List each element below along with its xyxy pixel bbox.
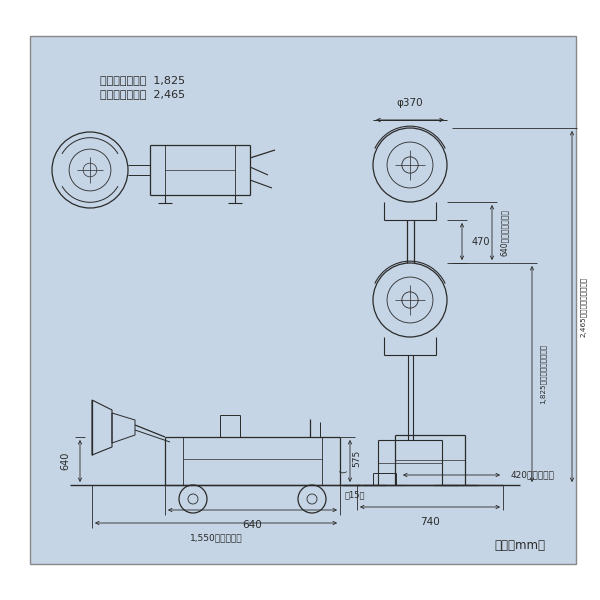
Text: マスト最小高さ  1,825: マスト最小高さ 1,825 xyxy=(100,75,185,85)
Text: 1,550（収納時）: 1,550（収納時） xyxy=(190,533,242,542)
Text: 420（収納時）: 420（収納時） xyxy=(511,470,555,479)
Text: 640: 640 xyxy=(242,520,262,530)
Text: 2,465（マスト最大高さ）: 2,465（マスト最大高さ） xyxy=(580,277,587,337)
Text: 575: 575 xyxy=(352,449,361,467)
Text: 640: 640 xyxy=(60,452,70,470)
Text: マスト最大高さ  2,465: マスト最大高さ 2,465 xyxy=(100,89,185,99)
Text: 740: 740 xyxy=(420,517,440,527)
Text: 単位（mm）: 単位（mm） xyxy=(494,539,545,552)
Text: (: ( xyxy=(340,469,349,473)
Text: 1,825（マスト最小高さ）: 1,825（マスト最小高さ） xyxy=(540,344,547,404)
Text: （15）: （15） xyxy=(345,491,365,499)
Text: 470: 470 xyxy=(472,237,491,247)
Text: φ370: φ370 xyxy=(397,98,424,108)
Text: 640（ストローク）: 640（ストローク） xyxy=(500,209,509,257)
